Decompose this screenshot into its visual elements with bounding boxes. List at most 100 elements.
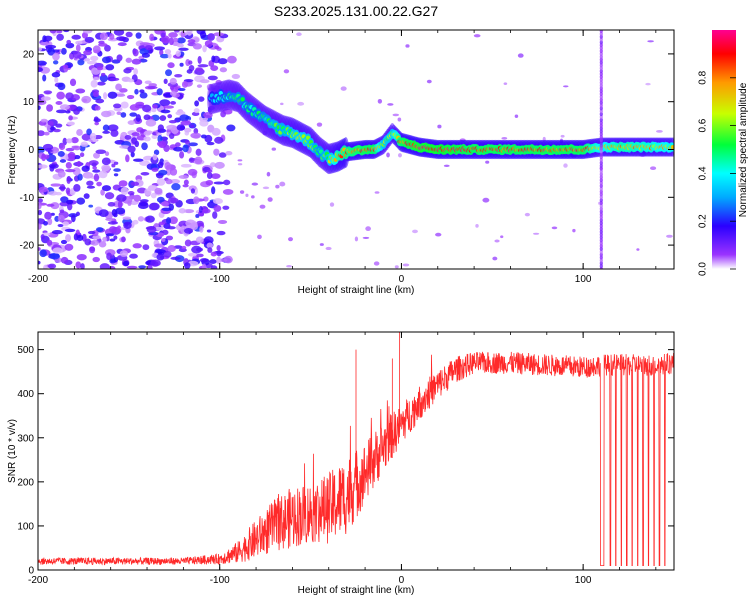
spectrogram-artifact-cell <box>599 37 603 42</box>
spectrogram-noise-cell <box>127 190 135 196</box>
spectrogram-noise-cell <box>187 260 199 267</box>
spectrogram-noise-cell <box>86 185 96 189</box>
spectrogram-ytick-label: 10 <box>23 97 35 108</box>
spectrogram-noise-cell <box>168 37 174 46</box>
spectrogram-noise-cell <box>51 72 61 78</box>
spectrogram-noise-cell <box>426 79 432 84</box>
spectrogram-noise-cell <box>168 216 178 225</box>
spectrogram-noise-cell <box>503 82 508 85</box>
spectrogram-noise-cell <box>107 91 118 99</box>
spectrogram-noise-cell <box>69 78 77 87</box>
spectrogram-artifact-cell <box>599 264 603 269</box>
spectrogram-noise-cell <box>44 211 52 220</box>
spectrogram-noise-cell <box>167 245 176 253</box>
spectrogram-noise-cell <box>115 83 122 91</box>
spectrogram-artifact-cell <box>599 232 603 237</box>
colorbar-axis: 0.0 0.2 0.4 0.6 0.8 <box>698 70 736 276</box>
spectrogram-noise-cell <box>43 221 48 226</box>
spectrogram-noise-cell <box>129 104 140 111</box>
spectrogram-noise-cell <box>122 260 130 267</box>
spectrogram-noise-cell <box>210 251 218 257</box>
spectrogram-noise-cell <box>75 211 80 217</box>
spectrogram-xtick-label: -100 <box>210 274 230 285</box>
spectrogram-noise-cell <box>73 108 80 115</box>
spectrogram-xtick-label: 0 <box>399 274 405 285</box>
spectrogram-noise-cell <box>271 147 277 151</box>
spectrogram-noise-cell <box>93 173 100 182</box>
spectrogram-artifact-cell <box>599 74 603 79</box>
spectrogram-noise-cell <box>397 117 402 122</box>
spectrogram-ytick-label: -20 <box>20 241 35 252</box>
spectrogram-noise-cell <box>168 120 177 124</box>
spectrogram-noise-cell <box>169 85 175 91</box>
spectrogram-noise-cell <box>132 158 144 162</box>
spectrogram-noise-cell <box>104 192 115 200</box>
spectrogram-noise-cell <box>47 263 57 269</box>
colorbar-label: Normalized spectral amplitude <box>738 82 749 217</box>
spectrogram-noise-cell <box>113 173 119 177</box>
spectrogram-noise-cell <box>130 181 140 187</box>
spectrogram-noise-cell <box>101 157 111 166</box>
spectrogram-noise-cell <box>50 202 60 210</box>
colorbar: 0.0 0.2 0.4 0.6 0.8 Normalized spectral ampl… <box>698 30 749 276</box>
spectrogram-noise-cell <box>199 258 209 263</box>
spectrogram-noise-cell <box>47 120 54 127</box>
spectrogram-artifact-cell <box>599 51 603 56</box>
spectrogram-artifact-cell <box>599 158 603 163</box>
spectrogram-noise-cell <box>187 39 196 44</box>
spectrogram-noise-cell <box>209 259 217 265</box>
spectrogram-noise-cell <box>222 205 230 210</box>
spectrogram-noise-cell <box>325 246 332 251</box>
spectrogram-noise-cell <box>386 152 390 158</box>
spectrogram-noise-cell <box>377 98 383 104</box>
spectrogram-artifact-cell <box>599 180 603 185</box>
spectrogram-noise-cell <box>560 134 565 138</box>
snr-xlabel: Height of straight line (km) <box>298 585 415 596</box>
spectrogram-noise-cell <box>205 180 214 186</box>
spectrogram-noise-cell <box>76 128 83 136</box>
spectrogram-noise-cell <box>160 35 171 44</box>
spectrogram-noise-cell <box>165 69 173 77</box>
spectrogram-noise-cell <box>220 110 226 118</box>
spectrogram-noise-cell <box>286 265 292 268</box>
spectrogram-noise-cell <box>178 47 189 51</box>
spectrogram-noise-cell <box>190 132 202 139</box>
spectrogram-noise-cell <box>49 126 56 131</box>
spectrogram-artifact-cell <box>599 80 603 85</box>
spectrogram-noise-cell <box>206 171 213 180</box>
spectrogram-noise-cell <box>67 151 76 160</box>
spectrogram-noise-cell <box>100 110 112 118</box>
spectrogram-noise-cell <box>222 189 234 195</box>
spectrogram-noise-cell <box>131 132 140 137</box>
spectrogram-ytick-label: 0 <box>28 145 34 156</box>
spectrogram-noise-cell <box>194 100 199 107</box>
spectrogram-ridge-core <box>670 144 674 150</box>
spectrogram-noise-cell <box>73 233 79 241</box>
spectrogram-noise-cell <box>183 127 192 133</box>
spectrogram-noise-cell <box>190 188 196 194</box>
spectrogram-noise-cell <box>170 256 181 260</box>
spectrogram-noise-cell <box>121 236 126 243</box>
spectrogram-noise-cell <box>38 198 43 203</box>
spectrogram-noise-cell <box>237 159 243 162</box>
spectrogram-noise-cell <box>188 60 193 65</box>
spectrogram-artifact-cell <box>599 77 603 82</box>
spectrogram-noise-cell <box>193 108 200 114</box>
spectrogram-artifact-cell <box>599 218 603 223</box>
spectrogram-noise-cell <box>167 53 172 59</box>
spectrogram-noise-cell <box>164 161 172 170</box>
spectrogram-noise-cell <box>100 72 106 77</box>
spectrogram-noise-cell <box>95 227 104 233</box>
spectrogram-noise-cell <box>147 264 153 269</box>
spectrogram-noise-cell <box>154 243 165 248</box>
spectrogram-noise-cell <box>500 235 504 239</box>
spectrogram-noise-cell <box>79 152 85 158</box>
spectrogram-noise-cell <box>38 164 48 169</box>
spectrogram-noise-cell <box>66 39 72 45</box>
spectrogram-artifact-cell <box>599 100 603 105</box>
spectrogram-noise-cell <box>38 130 45 137</box>
spectrogram-artifact-cell <box>599 201 603 206</box>
spectrogram-noise-cell <box>170 101 177 105</box>
spectrogram-noise-cell <box>65 110 71 114</box>
